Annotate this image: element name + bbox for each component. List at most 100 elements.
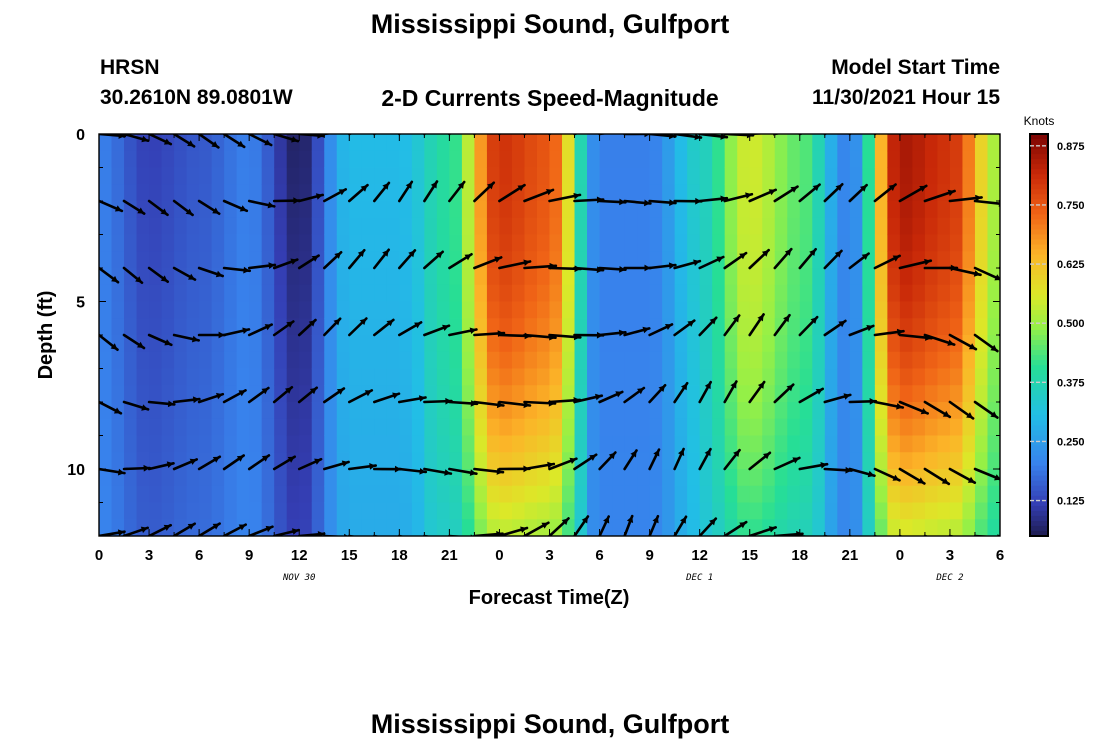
heatmap-cell [211,368,225,386]
heatmap-cell [349,134,363,152]
heatmap-cell [962,351,976,370]
heatmap-cell [424,402,438,420]
chart-title: Mississippi Sound, Gulfport [370,9,730,39]
heatmap-cell [849,418,863,437]
heatmap-cell [211,201,225,219]
heatmap-cell [499,251,513,269]
heatmap-cell [499,234,513,252]
heatmap-cell [136,318,150,336]
current-vector [973,400,999,419]
current-vector [197,199,221,215]
heatmap-cell [286,284,300,303]
current-vector [397,249,417,270]
current-vector [648,514,660,536]
current-vector [372,534,380,536]
heatmap-cell [837,485,851,504]
heatmap-cell [461,519,476,536]
current-vector [147,523,172,536]
heatmap-cell [724,435,738,453]
heatmap-cell [361,301,375,319]
heatmap-cell [436,418,450,437]
heatmap-cell [349,335,363,353]
heatmap-cell [874,134,888,152]
heatmap-cell [574,134,588,152]
heatmap-cell [486,418,501,437]
heatmap-cell [124,418,138,437]
heatmap-cell [774,184,788,202]
heatmap-cell [674,452,688,470]
current-vector [798,462,829,471]
heatmap-cell [549,184,563,202]
heatmap-cell [299,485,313,504]
heatmap-cell [411,435,425,453]
heatmap-cell [874,268,888,286]
heatmap-cell [324,469,338,487]
current-vector [573,515,590,536]
colorbar-segment [1030,164,1048,170]
current-vector [898,400,930,415]
heatmap-cell [111,368,125,386]
heatmap-cell [386,234,400,252]
heatmap-cell [236,251,250,269]
heatmap-cell [436,284,450,303]
heatmap-cell [699,368,713,386]
heatmap-cell [336,402,350,420]
heatmap-cell [949,385,964,403]
heatmap-cell [787,217,801,236]
heatmap-cell [837,251,851,269]
heatmap-cell [411,268,425,286]
heatmap-cell [474,201,488,219]
current-vector [623,386,646,404]
heatmap-cell [436,268,450,286]
current-vector [998,467,1000,471]
heatmap-cell [987,435,1000,453]
heatmap-cell [224,251,238,269]
heatmap-cell [962,284,976,303]
heatmap-cell [887,268,901,286]
heatmap-cell [649,418,663,437]
heatmap-cell [299,284,313,303]
heatmap-cell [399,485,413,504]
heatmap-cell [824,418,838,437]
heatmap-cell [899,385,913,403]
heatmap-cell [624,201,638,219]
heatmap-cell [349,217,363,236]
heatmap-cell [712,502,726,520]
current-vector [297,318,317,337]
heatmap-cell [499,217,513,236]
heatmap-cell [449,167,463,185]
heatmap-cell [687,167,701,185]
heatmap-cell [712,335,726,353]
heatmap-cell [486,502,501,520]
heatmap-cell [699,167,713,185]
heatmap-cell [211,469,225,487]
heatmap-cell [887,335,901,353]
heatmap-cell [987,385,1000,403]
heatmap-cell [449,134,463,152]
heatmap-cell [161,402,175,420]
heatmap-cell [824,167,838,185]
heatmap-cell [149,368,163,386]
heatmap-cell [687,234,701,252]
colorbar-segment [1030,335,1048,341]
heatmap-cell [411,418,425,437]
heatmap-cell [449,385,463,403]
heatmap-cell [874,418,888,437]
colorbar-segment [1030,239,1048,246]
heatmap-cell [274,234,288,252]
heatmap-cell [324,167,338,185]
heatmap-cell [511,502,526,520]
heatmap-cell [311,435,325,453]
current-vector [147,134,173,146]
heatmap-cell [862,284,876,303]
heatmap-cell [236,485,250,504]
heatmap-cell [837,268,851,286]
heatmap-cell [399,469,413,487]
heatmap-cell [324,435,338,453]
heatmap-cell [236,368,250,386]
heatmap-cell [511,234,526,252]
heatmap-cell [511,167,526,185]
current-vector [247,525,274,536]
heatmap-cell [762,318,776,336]
current-vector [598,329,627,337]
